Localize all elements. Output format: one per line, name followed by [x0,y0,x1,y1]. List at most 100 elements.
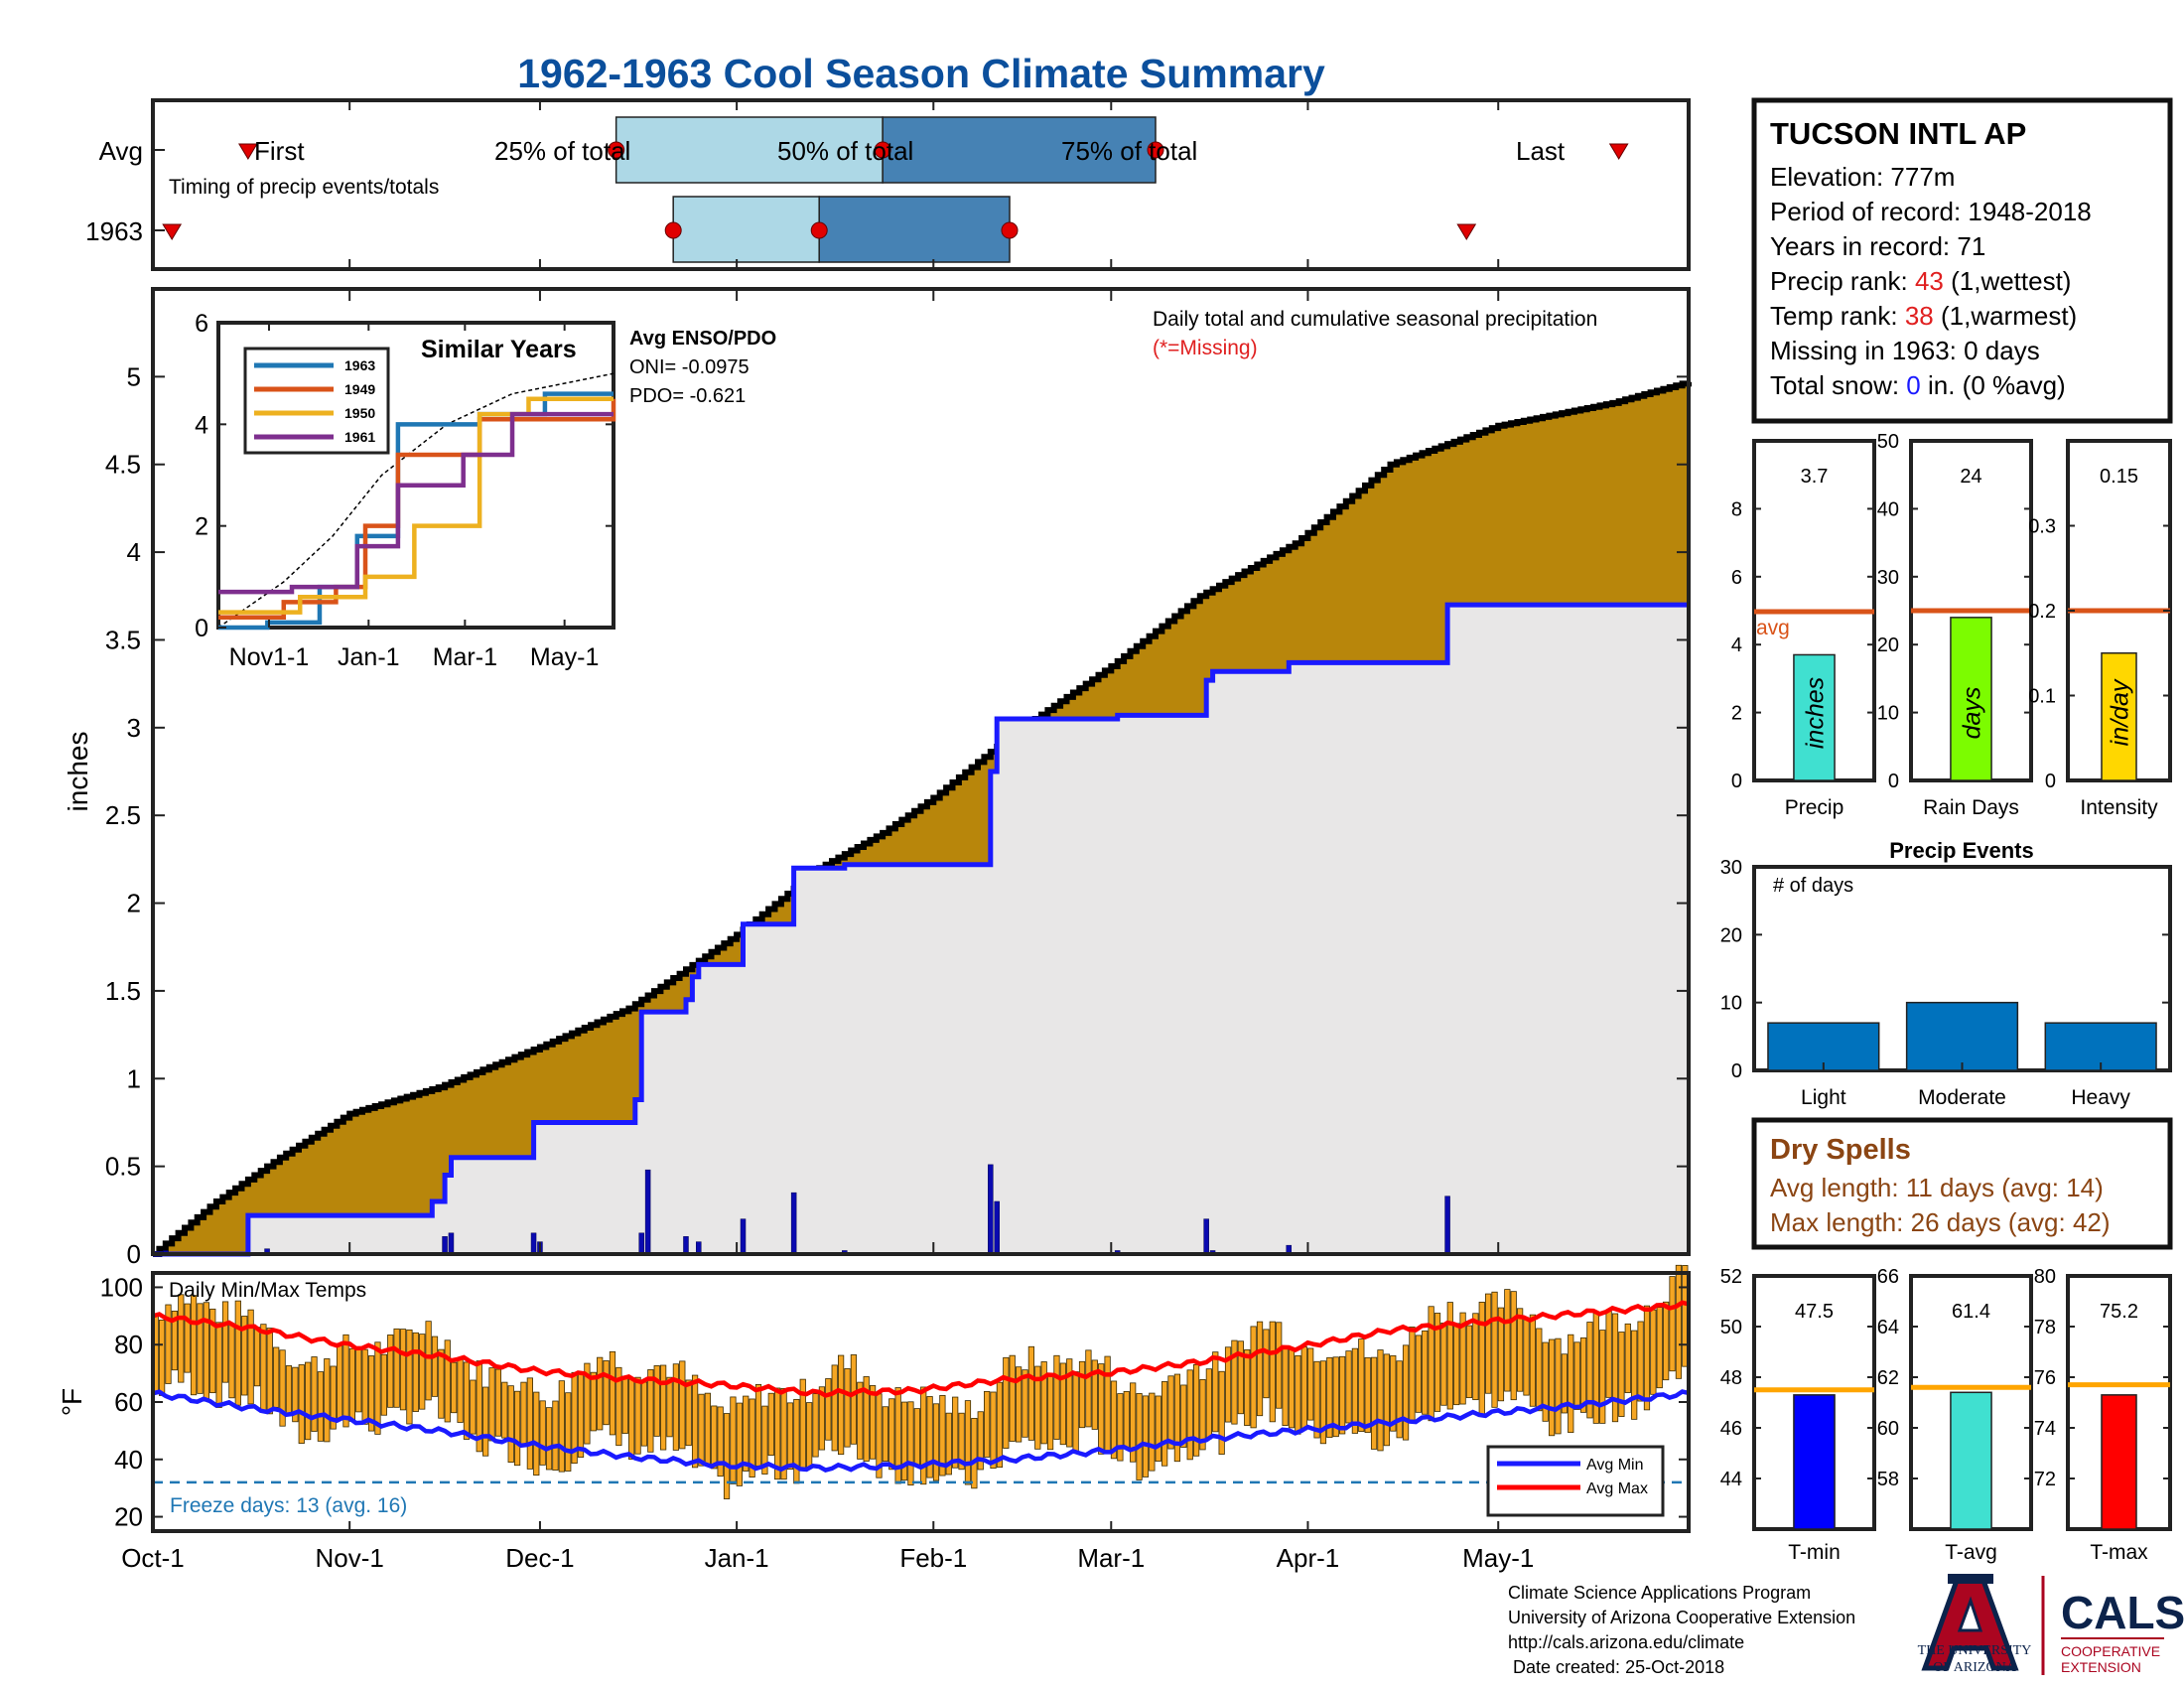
daily-temp-bar [1440,1323,1447,1406]
daily-temp-bar [1326,1356,1333,1438]
daily-temp-bar [1517,1308,1524,1392]
daily-temp-bar [209,1308,216,1394]
panel-value-label: 24 [1960,466,1981,488]
daily-temp-bar [1066,1358,1073,1448]
temp-ytick-label: 20 [114,1502,143,1532]
daily-temp-bar [1351,1347,1359,1434]
station-box: TUCSON INTL AP Elevation: 777m Period of… [1751,97,2173,424]
daily-precip-bar [994,1200,1000,1255]
station-elevation: Elevation: 777m [1770,162,1955,192]
station-snow: Total snow: 0 in. (0 %avg) [1770,370,2066,400]
daily-temp-bar [647,1369,654,1453]
daily-temp-bar [730,1396,737,1484]
daily-temp-bar [1402,1344,1410,1441]
daily-temp-bar [812,1393,819,1458]
daily-temp-bar [850,1354,858,1445]
daily-temp-bar [1579,1336,1587,1413]
panel-category-label: T-max [2090,1541,2148,1564]
coop-line2: EXTENSION [2061,1659,2141,1675]
temp-legend-box [1486,1445,1665,1517]
timing-50-label: 50% of total [777,136,913,166]
daily-temp-bar [1409,1326,1416,1421]
daily-temp-bar [1224,1346,1232,1423]
daily-temp-bar [1085,1349,1092,1428]
daily-temp-bar [1053,1354,1060,1440]
daily-precip-bar [1444,1196,1450,1255]
panel-ytick-label: 2 [1731,703,1742,725]
inset-ytick-label: 0 [195,615,208,642]
daily-temp-bar [1586,1322,1593,1419]
daily-temp-bar [1123,1391,1130,1449]
daily-temp-bar [501,1381,508,1439]
daily-temp-bar [1478,1301,1485,1417]
panel-tavg: 61.4 58 60 62 64 66 T-avg [1877,1266,2033,1564]
panel-bar [1950,617,1992,781]
inset-series-1961 [218,411,614,595]
daily-temp-bar [1231,1339,1238,1425]
panel-bar [1793,1394,1836,1530]
panel-ytick-label: 8 [1731,498,1742,520]
precip-ytick-label: 4 [127,537,141,567]
daily-temp-bar [577,1371,585,1458]
small-bar-panels: 3.702468Precipinchesavg2401020304050Rain… [1720,431,2172,1564]
daily-temp-bar [1130,1382,1137,1463]
event-category-label: Heavy [2071,1086,2130,1109]
inset-legend-label: 1961 [344,429,375,445]
daily-temp-bar [393,1328,400,1408]
panel-ytick-label: 62 [1877,1367,1899,1389]
daily-temp-bar [1370,1356,1378,1450]
panel-ytick-label: 52 [1720,1266,1742,1288]
daily-temp-bar [945,1412,952,1476]
daily-temp-bar [1295,1354,1301,1435]
footer-line4: Date created: 25-Oct-2018 [1508,1657,1724,1677]
inset-ytick-label: 2 [195,513,208,541]
daily-temp-bar [444,1339,451,1423]
daily-temp-bar [221,1301,229,1383]
station-years: Years in record: 71 [1770,231,1985,261]
timing-triangle-y1963-0 [162,223,183,240]
daily-temp-bar [913,1408,920,1466]
month-label: Nov-1 [315,1543,383,1573]
precip-ytick-label: 0.5 [105,1152,141,1182]
daily-temp-bar [780,1387,787,1480]
daily-temp-bar [292,1366,299,1423]
daily-temp-bar [1186,1369,1193,1461]
daily-temp-bar [311,1356,318,1432]
daily-temp-bar [863,1376,870,1462]
panel-value-label: 0.15 [2100,466,2138,488]
daily-temp-bar [1510,1291,1517,1401]
daily-temp-bar [1059,1362,1066,1446]
daily-temp-bar [749,1398,755,1477]
timing-box-25-50-y1963 [672,196,820,263]
panel-ytick-label: 72 [2034,1469,2056,1490]
timing-row-avg: Avg [99,136,143,166]
daily-temp-bar [1040,1361,1047,1445]
daily-temp-bar [431,1336,439,1397]
daily-temp-bar [1364,1356,1371,1434]
month-label: Mar-1 [1077,1543,1145,1573]
panel-tmax: 75.2 72 74 76 78 80 T-max [2034,1266,2172,1564]
panel-ytick-label: 30 [1877,567,1899,589]
daily-temp-bar [565,1392,572,1472]
daily-temp-bar [1422,1330,1429,1415]
timing-first-label: First [254,136,305,166]
inset-xtick-label: Jan-1 [338,643,400,671]
precip-main-panel: 0 0.5 1 1.5 2 2.5 3 3.5 4 4.5 5 inches Daily total… [63,287,1692,1269]
panel-value-label: 47.5 [1795,1301,1834,1323]
daily-temp-bar [818,1386,826,1451]
month-axis: Oct-1 Nov-1 Dec-1 Jan-1 Feb-1 Mar-1 Apr-1 May-1 [121,1521,1534,1573]
daily-temp-bar [1459,1312,1466,1405]
daily-temp-bar [786,1402,794,1471]
daily-temp-bar [1555,1337,1562,1435]
month-label: Jan-1 [705,1543,769,1573]
daily-temp-bar [1504,1289,1511,1392]
panel-ytick-label: 58 [1877,1469,1899,1490]
timing-box-50-75-y1963 [818,196,1011,263]
daily-temp-bar [215,1322,222,1408]
temp-plot-border [151,1271,1691,1533]
precip-y-label: inches [63,732,93,812]
timing-row-1963: 1963 [85,216,143,246]
daily-precip-bar [1203,1218,1209,1255]
events-ytick-label: 30 [1720,857,1742,879]
